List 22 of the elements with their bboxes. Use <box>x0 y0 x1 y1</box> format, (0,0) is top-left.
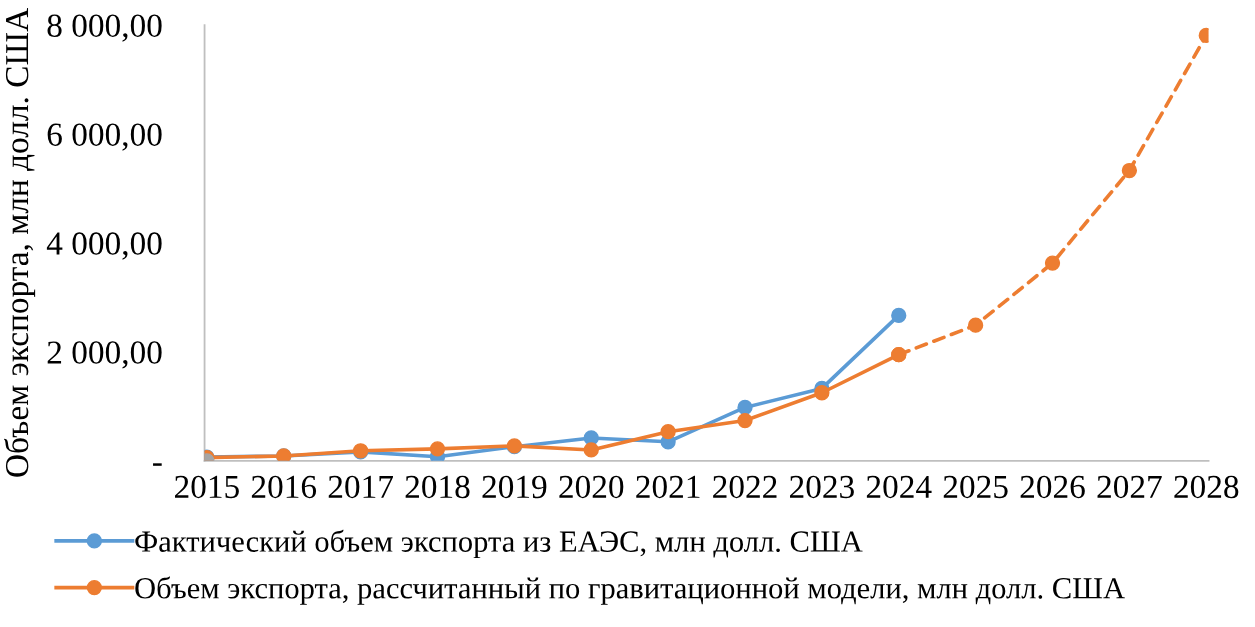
x-tick-label: 2023 <box>790 475 854 499</box>
x-tick-label: 2028 <box>1174 475 1239 499</box>
x-tick-label: 2022 <box>713 475 777 499</box>
y-tick-label: 6 000,00 <box>47 123 162 151</box>
x-tick-label: 2025 <box>943 475 1008 499</box>
x-tick-label: 2026 <box>1020 475 1085 499</box>
y-tick-label: 2 000,00 <box>47 341 162 369</box>
y-tick-label: 4 000,00 <box>46 232 162 260</box>
x-tick-label: 2021 <box>636 475 700 499</box>
x-tick-label: 2020 <box>559 475 624 499</box>
x-tick-label: 2016 <box>251 475 317 499</box>
legend-label: Объем экспорта, рассчитанный по гравитационной модели, млн долл. США <box>135 576 1125 605</box>
x-tick-label: 2015 <box>175 475 239 499</box>
x-tick-label: 2017 <box>328 475 393 499</box>
x-tick-label: 2024 <box>866 475 932 499</box>
x-tick-label: 2018 <box>405 475 470 499</box>
legend-label: Фактический объем экспорта из ЕАЭС, млн долл. США <box>135 529 863 559</box>
x-tick-label: 2027 <box>1097 475 1162 499</box>
x-tick-label: 2019 <box>482 475 547 499</box>
y-tick-label: - <box>153 463 162 466</box>
y-tick-label: 8 000,00 <box>47 14 162 42</box>
y-axis-title: Объем экспорта, млн долл. США <box>4 8 36 477</box>
